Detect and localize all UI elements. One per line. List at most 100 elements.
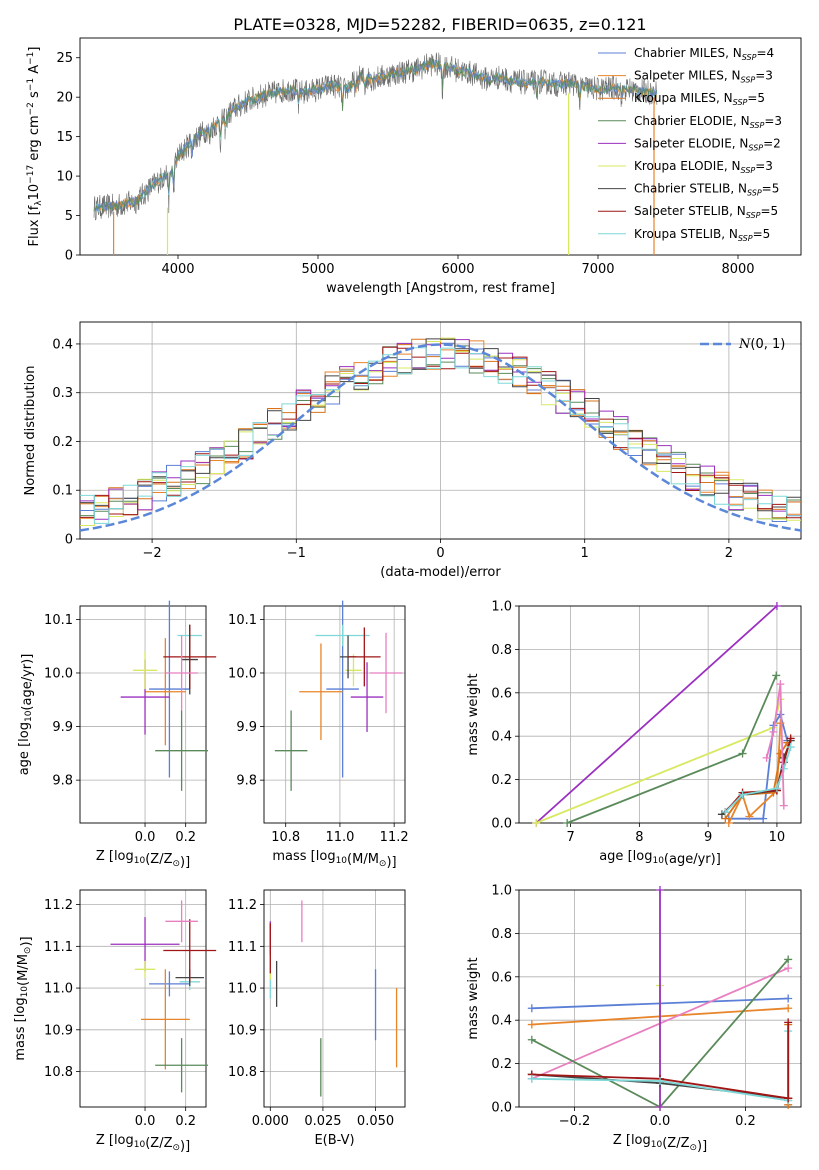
axes-frame — [79, 321, 802, 540]
legend-label: Chabrier STELIB, NSSP=5 — [634, 182, 779, 198]
series-marker — [563, 819, 572, 827]
age-vs-mass-panel: 10.8 11.0 11.2 9.8 9.9 10.0 10.1 mass [log10(M/… — [228, 600, 409, 870]
x-tick-label: 6000 — [441, 262, 474, 277]
y-tick-label: 20 — [56, 91, 73, 106]
x-tick-label: 11.2 — [380, 830, 409, 845]
series-marker — [759, 814, 768, 823]
series-marker — [772, 784, 781, 793]
y-axis-label: mass weight — [466, 673, 481, 755]
y-tick-label: 0.2 — [491, 773, 512, 788]
legend-label: Kroupa STELIB, NSSP=5 — [634, 227, 770, 243]
x-axis-label: Z [log10(Z/Z⊙)] — [613, 1133, 707, 1154]
legend-label: Salpeter MILES, NSSP=3 — [634, 69, 773, 85]
y-tick-label: 10.9 — [228, 1023, 257, 1038]
y-axis-label: Flux [fλ10−17 erg cm−2 s−1 A−1] — [26, 47, 44, 247]
series-marker — [784, 994, 793, 1003]
legend-label: Salpeter STELIB, NSSP=5 — [634, 204, 778, 220]
series-marker — [527, 1020, 536, 1029]
y-tick-label: 15 — [56, 130, 73, 145]
x-tick-label: −2 — [143, 546, 162, 561]
series-marker — [784, 1004, 793, 1013]
y-tick-label: 0.1 — [52, 484, 73, 499]
y-tick-label: 9.8 — [52, 774, 73, 789]
axes-frame — [79, 37, 802, 256]
x-axis-label: E(B-V) — [314, 1133, 354, 1148]
y-tick-label: 11.1 — [44, 940, 73, 955]
series-marker — [784, 964, 793, 973]
series-marker — [784, 955, 793, 964]
y-axis-label: mass weight — [466, 957, 481, 1039]
legend-label: N(0, 1) — [738, 337, 785, 352]
x-tick-label: 9 — [704, 830, 712, 845]
series-marker — [745, 812, 754, 821]
x-tick-label: 8000 — [721, 262, 754, 277]
x-tick-label: 0.050 — [357, 1114, 394, 1129]
y-tick-label: 9.8 — [236, 774, 257, 789]
y-tick-label: 10.1 — [228, 613, 257, 628]
y-tick-label: 10.0 — [228, 666, 257, 681]
y-tick-label: 9.9 — [52, 720, 73, 735]
x-axis-label: (data-model)/error — [380, 565, 501, 580]
x-axis-label: age [log10(age/yr)] — [599, 849, 721, 867]
series-marker — [776, 719, 785, 728]
x-tick-label: 0.000 — [252, 1114, 289, 1129]
axes-frame — [518, 605, 802, 824]
x-tick-label: 2 — [725, 546, 733, 561]
y-tick-label: 10 — [56, 170, 73, 185]
y-tick-label: 9.9 — [236, 720, 257, 735]
series-line — [765, 683, 785, 806]
series-marker — [738, 749, 747, 758]
mass-vs-ebv-panel: 0.000 0.025 0.050 10.8 10.9 11.0 11.1 11.2 E(B-V… — [228, 889, 406, 1148]
x-axis-label: Z [log10(Z/Z⊙)] — [96, 849, 190, 870]
x-axis-label: mass [log10(M/M⊙)] — [272, 849, 396, 870]
x-tick-label: 0.025 — [304, 1114, 341, 1129]
spectrum-model-line — [93, 58, 658, 213]
series-marker — [724, 819, 733, 827]
x-axis-label: wavelength [Angstrom, rest frame] — [326, 281, 555, 296]
series-line — [535, 605, 778, 824]
series-marker — [527, 1074, 536, 1083]
spectrum-panel: 4000 5000 6000 7000 8000 0 5 10 15 20 25 Chabrier M… — [26, 37, 802, 296]
y-tick-label: 0 — [65, 533, 73, 548]
y-axis-label: Normed distribution — [23, 366, 38, 496]
series-marker — [776, 680, 785, 689]
axes-frame — [263, 889, 406, 1108]
figure-title: PLATE=0328, MJD=52282, FIBERID=0635, z=0… — [233, 15, 646, 34]
legend-label: Kroupa MILES, NSSP=5 — [634, 91, 765, 107]
series-line — [535, 699, 782, 824]
x-tick-label: 7000 — [581, 262, 614, 277]
series-marker — [656, 1103, 664, 1111]
x-tick-label: 5000 — [301, 262, 334, 277]
legend-label: Chabrier MILES, NSSP=4 — [634, 46, 774, 62]
y-tick-label: 1.0 — [491, 884, 512, 899]
series-marker — [772, 671, 781, 680]
series-marker — [721, 808, 730, 817]
x-tick-label: 10.8 — [271, 830, 300, 845]
y-tick-label: 0.6 — [491, 970, 512, 985]
series-marker — [779, 801, 788, 810]
x-axis-label: Z [log10(Z/Z⊙)] — [96, 1133, 190, 1154]
weight-vs-age-panel: 7 8 9 10 0.0 0.2 0.4 0.6 0.8 1.0 age [log10(age/yr… — [466, 600, 802, 867]
y-tick-label: 5 — [65, 209, 73, 224]
y-tick-label: 0 — [65, 249, 73, 264]
x-tick-label: 0 — [436, 546, 444, 561]
y-tick-label: 10.0 — [44, 666, 73, 681]
x-tick-label: −1 — [287, 546, 306, 561]
residual-histogram-panel: −2 −1 0 1 2 0 0.1 0.2 0.3 0.4 N(0, 1) (data-model)/… — [23, 321, 802, 580]
y-tick-label: 11.1 — [228, 940, 257, 955]
series-marker — [784, 1018, 793, 1027]
age-vs-metallicity-panel: 0.0 0.2 9.8 9.9 10.0 10.1 Z [log10(Z/Z⊙)] age [… — [17, 600, 217, 870]
y-tick-label: 0.6 — [491, 686, 512, 701]
series-marker — [786, 734, 795, 743]
x-tick-label: 1 — [581, 546, 589, 561]
y-tick-label: 10.9 — [44, 1023, 73, 1038]
series-marker — [656, 1076, 664, 1085]
x-tick-label: 0.2 — [175, 1114, 196, 1129]
x-tick-label: 0.0 — [135, 830, 156, 845]
y-tick-label: 25 — [56, 51, 73, 66]
x-tick-label: −0.2 — [559, 1114, 591, 1129]
series-marker — [738, 790, 747, 799]
y-tick-label: 11.0 — [44, 982, 73, 997]
mass-vs-metallicity-panel: 0.0 0.2 10.8 10.9 11.0 11.1 11.2 Z [log10(Z/Z⊙)… — [13, 889, 217, 1154]
